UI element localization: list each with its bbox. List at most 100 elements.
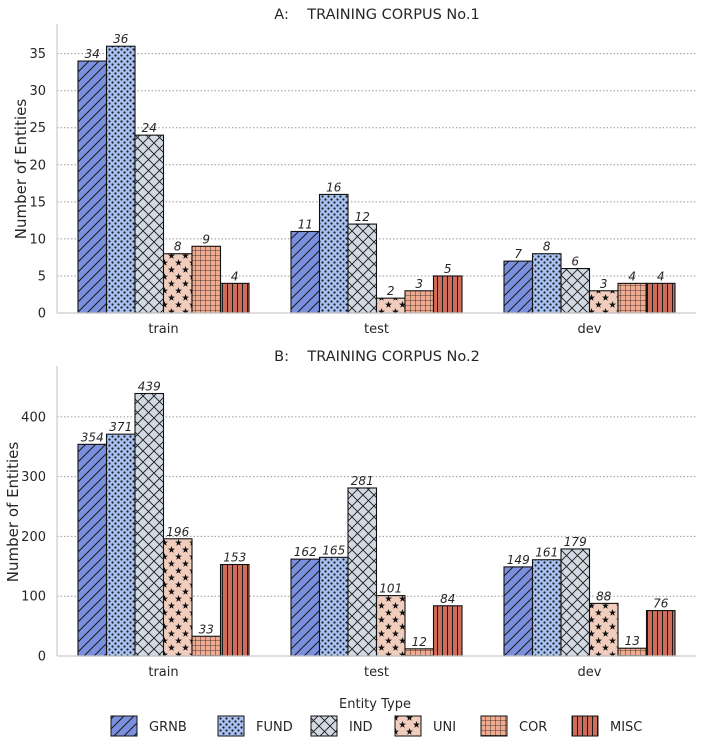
bar-hatch bbox=[347, 487, 378, 657]
y-tick-label: 300 bbox=[21, 470, 46, 485]
bar-hatch bbox=[219, 282, 250, 314]
bar-hatch bbox=[404, 648, 435, 657]
legend-label-ind: IND bbox=[349, 720, 373, 735]
data-label: 281 bbox=[351, 474, 374, 488]
x-tick-label-test: test bbox=[364, 322, 389, 337]
data-label: 84 bbox=[440, 592, 455, 606]
data-label: 5 bbox=[444, 262, 452, 276]
bar-hatch bbox=[404, 290, 435, 314]
y-tick-label: 200 bbox=[21, 530, 46, 545]
bar-hatch bbox=[375, 297, 406, 314]
bar-hatch bbox=[191, 635, 222, 657]
data-label: 9 bbox=[202, 232, 210, 246]
data-label: 12 bbox=[355, 210, 370, 224]
data-label: 36 bbox=[113, 32, 129, 46]
x-tick-label-train: train bbox=[148, 322, 178, 337]
bar-hatch bbox=[375, 595, 406, 657]
bar-hatch bbox=[560, 548, 591, 657]
bar-hatch bbox=[503, 566, 534, 657]
legend-swatch-hatch bbox=[217, 715, 245, 737]
legend-label-misc: MISC bbox=[610, 720, 642, 735]
y-tick-label: 15 bbox=[29, 195, 46, 210]
legend-swatch-hatch bbox=[310, 715, 338, 737]
legend: Entity Type GRNB FUND IND UNI COR MISC bbox=[110, 697, 642, 737]
bar-hatch bbox=[77, 60, 108, 314]
legend-label-uni: UNI bbox=[433, 720, 456, 735]
data-label: 6 bbox=[571, 255, 579, 269]
data-label: 101 bbox=[379, 582, 402, 596]
data-label: 3 bbox=[600, 277, 608, 291]
legend-label-fund: FUND bbox=[256, 720, 293, 735]
y-tick-label: 0 bbox=[38, 650, 46, 665]
data-label: 12 bbox=[412, 635, 427, 649]
data-label: 4 bbox=[657, 269, 665, 283]
bar-hatch bbox=[645, 610, 676, 657]
data-label: 13 bbox=[625, 634, 640, 648]
legend-title: Entity Type bbox=[339, 697, 411, 712]
data-label: 371 bbox=[109, 420, 132, 434]
data-label: 4 bbox=[231, 269, 239, 283]
y-tick-label: 0 bbox=[38, 307, 46, 322]
y-tick-label: 30 bbox=[29, 84, 46, 99]
y-tick-label: 400 bbox=[21, 410, 46, 425]
data-label: 7 bbox=[514, 247, 522, 261]
bar-hatch bbox=[219, 563, 250, 657]
bar-hatch bbox=[617, 282, 648, 314]
bar-hatch bbox=[191, 245, 222, 314]
bar-hatch bbox=[318, 193, 349, 314]
bar-hatch bbox=[77, 443, 108, 657]
bar-hatch bbox=[432, 605, 463, 657]
x-tick-label-dev: dev bbox=[578, 665, 602, 680]
data-label: 161 bbox=[535, 546, 558, 560]
bar-hatch bbox=[432, 275, 463, 314]
data-label: 76 bbox=[653, 597, 669, 611]
bar-hatch bbox=[134, 134, 165, 314]
panel-a: A: TRAINING CORPUS No.1 Number of Entiti… bbox=[12, 7, 696, 337]
panel-a-y-axis-label: Number of Entities bbox=[12, 99, 30, 240]
bar-hatch bbox=[290, 558, 321, 657]
bar-hatch bbox=[318, 556, 349, 657]
data-label: 88 bbox=[596, 589, 612, 603]
data-label: 153 bbox=[223, 551, 246, 565]
data-label: 4 bbox=[628, 269, 636, 283]
bar-hatch bbox=[503, 260, 534, 314]
panel-b-title: B: TRAINING CORPUS No.2 bbox=[274, 349, 480, 365]
bar-hatch bbox=[617, 647, 648, 657]
data-label: 439 bbox=[138, 380, 161, 394]
x-tick-label-dev: dev bbox=[578, 322, 602, 337]
bar-hatch bbox=[588, 602, 619, 657]
data-label: 162 bbox=[294, 545, 317, 559]
data-label: 354 bbox=[81, 430, 104, 444]
bar-hatch bbox=[347, 223, 378, 314]
y-tick-label: 10 bbox=[29, 232, 46, 247]
data-label: 34 bbox=[85, 47, 100, 61]
data-label: 196 bbox=[166, 525, 189, 539]
y-tick-label: 100 bbox=[21, 590, 46, 605]
legend-label-cor: COR bbox=[519, 720, 547, 735]
bar-hatch bbox=[588, 290, 619, 314]
bar-hatch bbox=[290, 230, 321, 314]
x-tick-label-train: train bbox=[148, 665, 178, 680]
x-tick-label-test: test bbox=[364, 665, 389, 680]
data-label: 8 bbox=[543, 240, 551, 254]
legend-swatch-hatch bbox=[480, 715, 508, 737]
bar-hatch bbox=[531, 559, 562, 657]
y-tick-label: 20 bbox=[29, 158, 46, 173]
data-label: 11 bbox=[298, 217, 313, 231]
panel-b-y-axis-label: Number of Entities bbox=[4, 442, 22, 583]
bar-hatch bbox=[105, 45, 136, 314]
bar-hatch bbox=[162, 253, 193, 314]
data-label: 3 bbox=[415, 277, 423, 291]
legend-swatch-hatch bbox=[394, 715, 422, 737]
panel-a-title: A: TRAINING CORPUS No.1 bbox=[274, 7, 479, 23]
legend-swatch-hatch bbox=[571, 715, 599, 737]
data-label: 179 bbox=[564, 535, 587, 549]
data-label: 2 bbox=[387, 284, 395, 298]
data-label: 24 bbox=[142, 121, 157, 135]
y-tick-label: 25 bbox=[29, 121, 46, 136]
data-label: 16 bbox=[326, 180, 342, 194]
data-label: 149 bbox=[507, 553, 530, 567]
y-tick-label: 35 bbox=[29, 47, 46, 62]
legend-swatch-hatch bbox=[110, 715, 138, 737]
